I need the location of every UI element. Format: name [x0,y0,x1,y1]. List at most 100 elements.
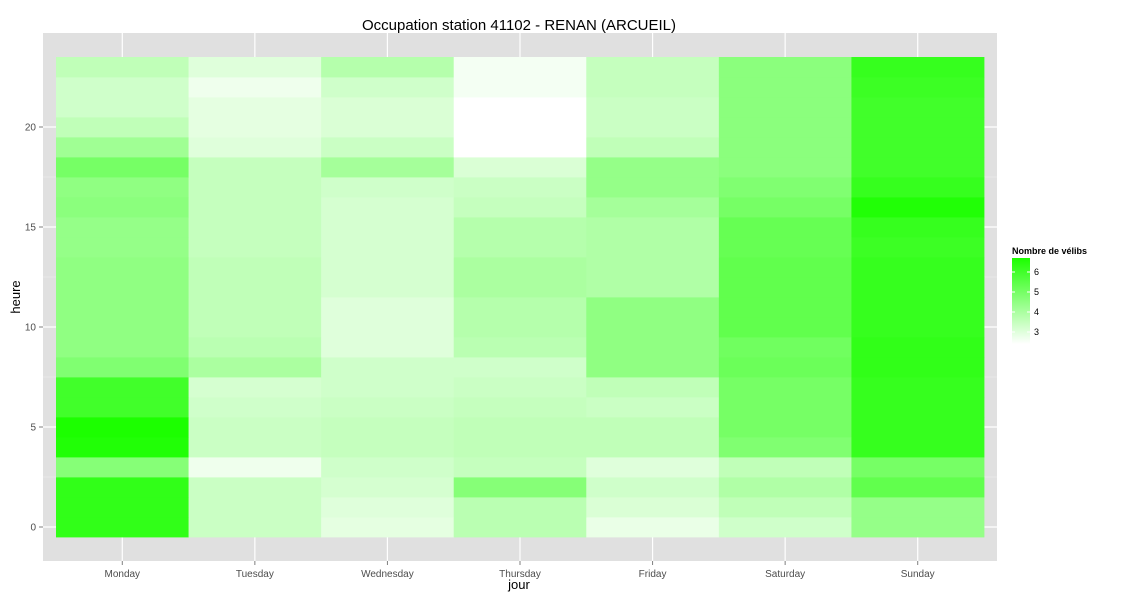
heatmap-tile [851,437,985,458]
chart-title: Occupation station 41102 - RENAN (ARCUEI… [362,17,676,34]
heatmap-tile [718,517,852,538]
heatmap-tile [188,477,322,498]
heatmap-tile [851,377,985,398]
heatmap-tile [718,117,852,138]
heatmap-tile [718,217,852,238]
x-tick-label: Tuesday [236,569,274,580]
heatmap-tile [851,477,985,498]
heatmap-tile [321,377,455,398]
heatmap-tile [188,157,322,178]
heatmap-tile [586,277,720,298]
legend-tick-label: 5 [1034,287,1039,297]
heatmap-tile [851,97,985,118]
heatmap-tile [718,397,852,418]
heatmap-tile [188,377,322,398]
heatmap-tile [188,177,322,198]
heatmap-tile [188,197,322,218]
heatmap-tile [188,297,322,318]
heatmap-tile [453,317,587,338]
heatmap-tile [56,237,189,258]
heatmap-tile [718,77,852,98]
heatmap-tile [586,137,720,158]
heatmap-tile [453,237,587,258]
heatmap-tile [56,117,189,138]
heatmap-tile [56,157,189,178]
legend-tick-label: 6 [1034,267,1039,277]
heatmap-tile [321,437,455,458]
heatmap-tile [56,437,189,458]
heatmap-tile [851,517,985,538]
heatmap-tile [851,497,985,518]
heatmap-tile [851,137,985,158]
heatmap-tile [586,177,720,198]
heatmap-tile [56,497,189,518]
heatmap-tile [718,317,852,338]
heatmap-tile [188,217,322,238]
heatmap-tile [188,77,322,98]
heatmap-tile [188,237,322,258]
legend-tick-label: 3 [1034,327,1039,337]
heatmap-tile [851,357,985,378]
heatmap-tile [56,197,189,218]
heatmap-tile [718,477,852,498]
heatmap-tile [188,457,322,478]
heatmap-tile [188,437,322,458]
heatmap-tile [321,417,455,438]
x-tick-label: Saturday [765,569,805,580]
heatmap-tile [188,357,322,378]
heatmap-tile [56,177,189,198]
heatmap-tile [453,297,587,318]
heatmap-tile [586,497,720,518]
heatmap-tile [586,437,720,458]
heatmap-tile [718,417,852,438]
heatmap-tile [453,437,587,458]
heatmap-tile [188,97,322,118]
heatmap-tile [453,417,587,438]
heatmap-tiles [56,57,985,538]
heatmap-tile [851,77,985,98]
heatmap-tile [851,417,985,438]
heatmap-tile [56,317,189,338]
heatmap-tile [718,297,852,318]
heatmap-tile [453,137,587,158]
heatmap-tile [321,357,455,378]
x-tick-label: Wednesday [361,569,414,580]
heatmap-tile [851,297,985,318]
x-tick-label: Sunday [901,569,935,580]
heatmap-tile [851,337,985,358]
heatmap-tile [851,237,985,258]
heatmap-tile [188,337,322,358]
heatmap-tile [453,157,587,178]
heatmap-tile [56,397,189,418]
heatmap-tile [453,517,587,538]
x-tick-label: Friday [639,569,667,580]
heatmap-tile [851,277,985,298]
heatmap-tile [188,397,322,418]
heatmap-tile [188,117,322,138]
heatmap-tile [586,197,720,218]
heatmap-tile [56,257,189,278]
y-axis-title: heure [8,280,23,313]
heatmap-tile [453,377,587,398]
heatmap-tile [851,117,985,138]
heatmap-tile [718,197,852,218]
heatmap-tile [321,157,455,178]
heatmap-tile [718,237,852,258]
heatmap-tile [453,57,587,78]
heatmap-tile [586,217,720,238]
heatmap-tile [321,137,455,158]
heatmap-tile [718,357,852,378]
heatmap-tile [321,517,455,538]
x-tick-label: Monday [104,569,140,580]
heatmap-tile [321,97,455,118]
heatmap-tile [321,477,455,498]
heatmap-tile [453,217,587,238]
heatmap-tile [586,57,720,78]
x-axis-title: jour [507,577,530,592]
heatmap-tile [586,417,720,438]
heatmap-tile [188,417,322,438]
heatmap-tile [851,217,985,238]
y-tick-label: 10 [25,323,37,334]
y-tick-label: 15 [25,223,37,234]
